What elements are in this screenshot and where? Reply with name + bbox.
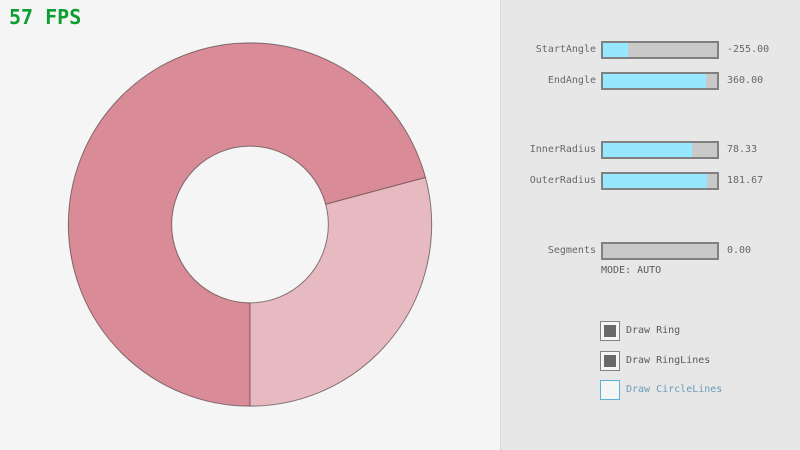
ring-canvas[interactable]	[0, 0, 500, 450]
innerradius-slider[interactable]	[601, 141, 719, 159]
draw-ring-label: Draw Ring	[626, 325, 681, 336]
ring-inner-hole	[171, 146, 329, 303]
startangle-slider[interactable]	[601, 41, 719, 59]
control-panel: StartAngle -255.00 EndAngle 360.00 Inner…	[500, 0, 800, 450]
segments-value: 0.00	[727, 245, 752, 256]
draw-circlelines-checkbox[interactable]	[600, 380, 620, 400]
draw-circlelines-label: Draw CircleLines	[626, 384, 723, 395]
endangle-slider-fill	[603, 74, 706, 88]
endangle-slider[interactable]	[601, 72, 719, 90]
draw-ring-check-mark	[604, 325, 616, 337]
ring-inner-line	[171, 145, 329, 304]
outerradius-slider[interactable]	[601, 172, 719, 190]
fps-counter: 57 FPS	[9, 5, 82, 29]
startangle-row: StartAngle -255.00	[501, 41, 800, 59]
segments-label: Segments	[547, 245, 596, 256]
innerradius-value: 78.33	[727, 144, 758, 155]
segments-row: Segments 0.00	[501, 242, 800, 260]
ring-light-segment	[250, 177, 432, 407]
endangle-value: 360.00	[727, 75, 764, 86]
endangle-row: EndAngle 360.00	[501, 72, 800, 90]
endangle-label: EndAngle	[547, 75, 596, 86]
outerradius-value: 181.67	[727, 175, 764, 186]
draw-ringlines-check-mark	[604, 355, 616, 367]
draw-ringlines-checkbox[interactable]	[600, 351, 620, 371]
innerradius-label: InnerRadius	[529, 144, 596, 155]
segments-slider[interactable]	[601, 242, 719, 260]
startangle-slider-fill	[603, 43, 628, 57]
draw-ringlines-label: Draw RingLines	[626, 355, 711, 366]
startangle-value: -255.00	[727, 44, 770, 55]
mode-text: MODE: AUTO	[601, 265, 662, 276]
innerradius-row: InnerRadius 78.33	[501, 141, 800, 159]
ring-start-angle-line	[325, 176, 426, 205]
ring-outer-line	[67, 42, 433, 407]
startangle-label: StartAngle	[535, 44, 596, 55]
draw-ring-checkbox[interactable]	[600, 321, 620, 341]
outerradius-slider-fill	[603, 174, 707, 188]
outerradius-row: OuterRadius 181.67	[501, 172, 800, 190]
outerradius-label: OuterRadius	[529, 175, 596, 186]
innerradius-slider-fill	[603, 143, 693, 157]
